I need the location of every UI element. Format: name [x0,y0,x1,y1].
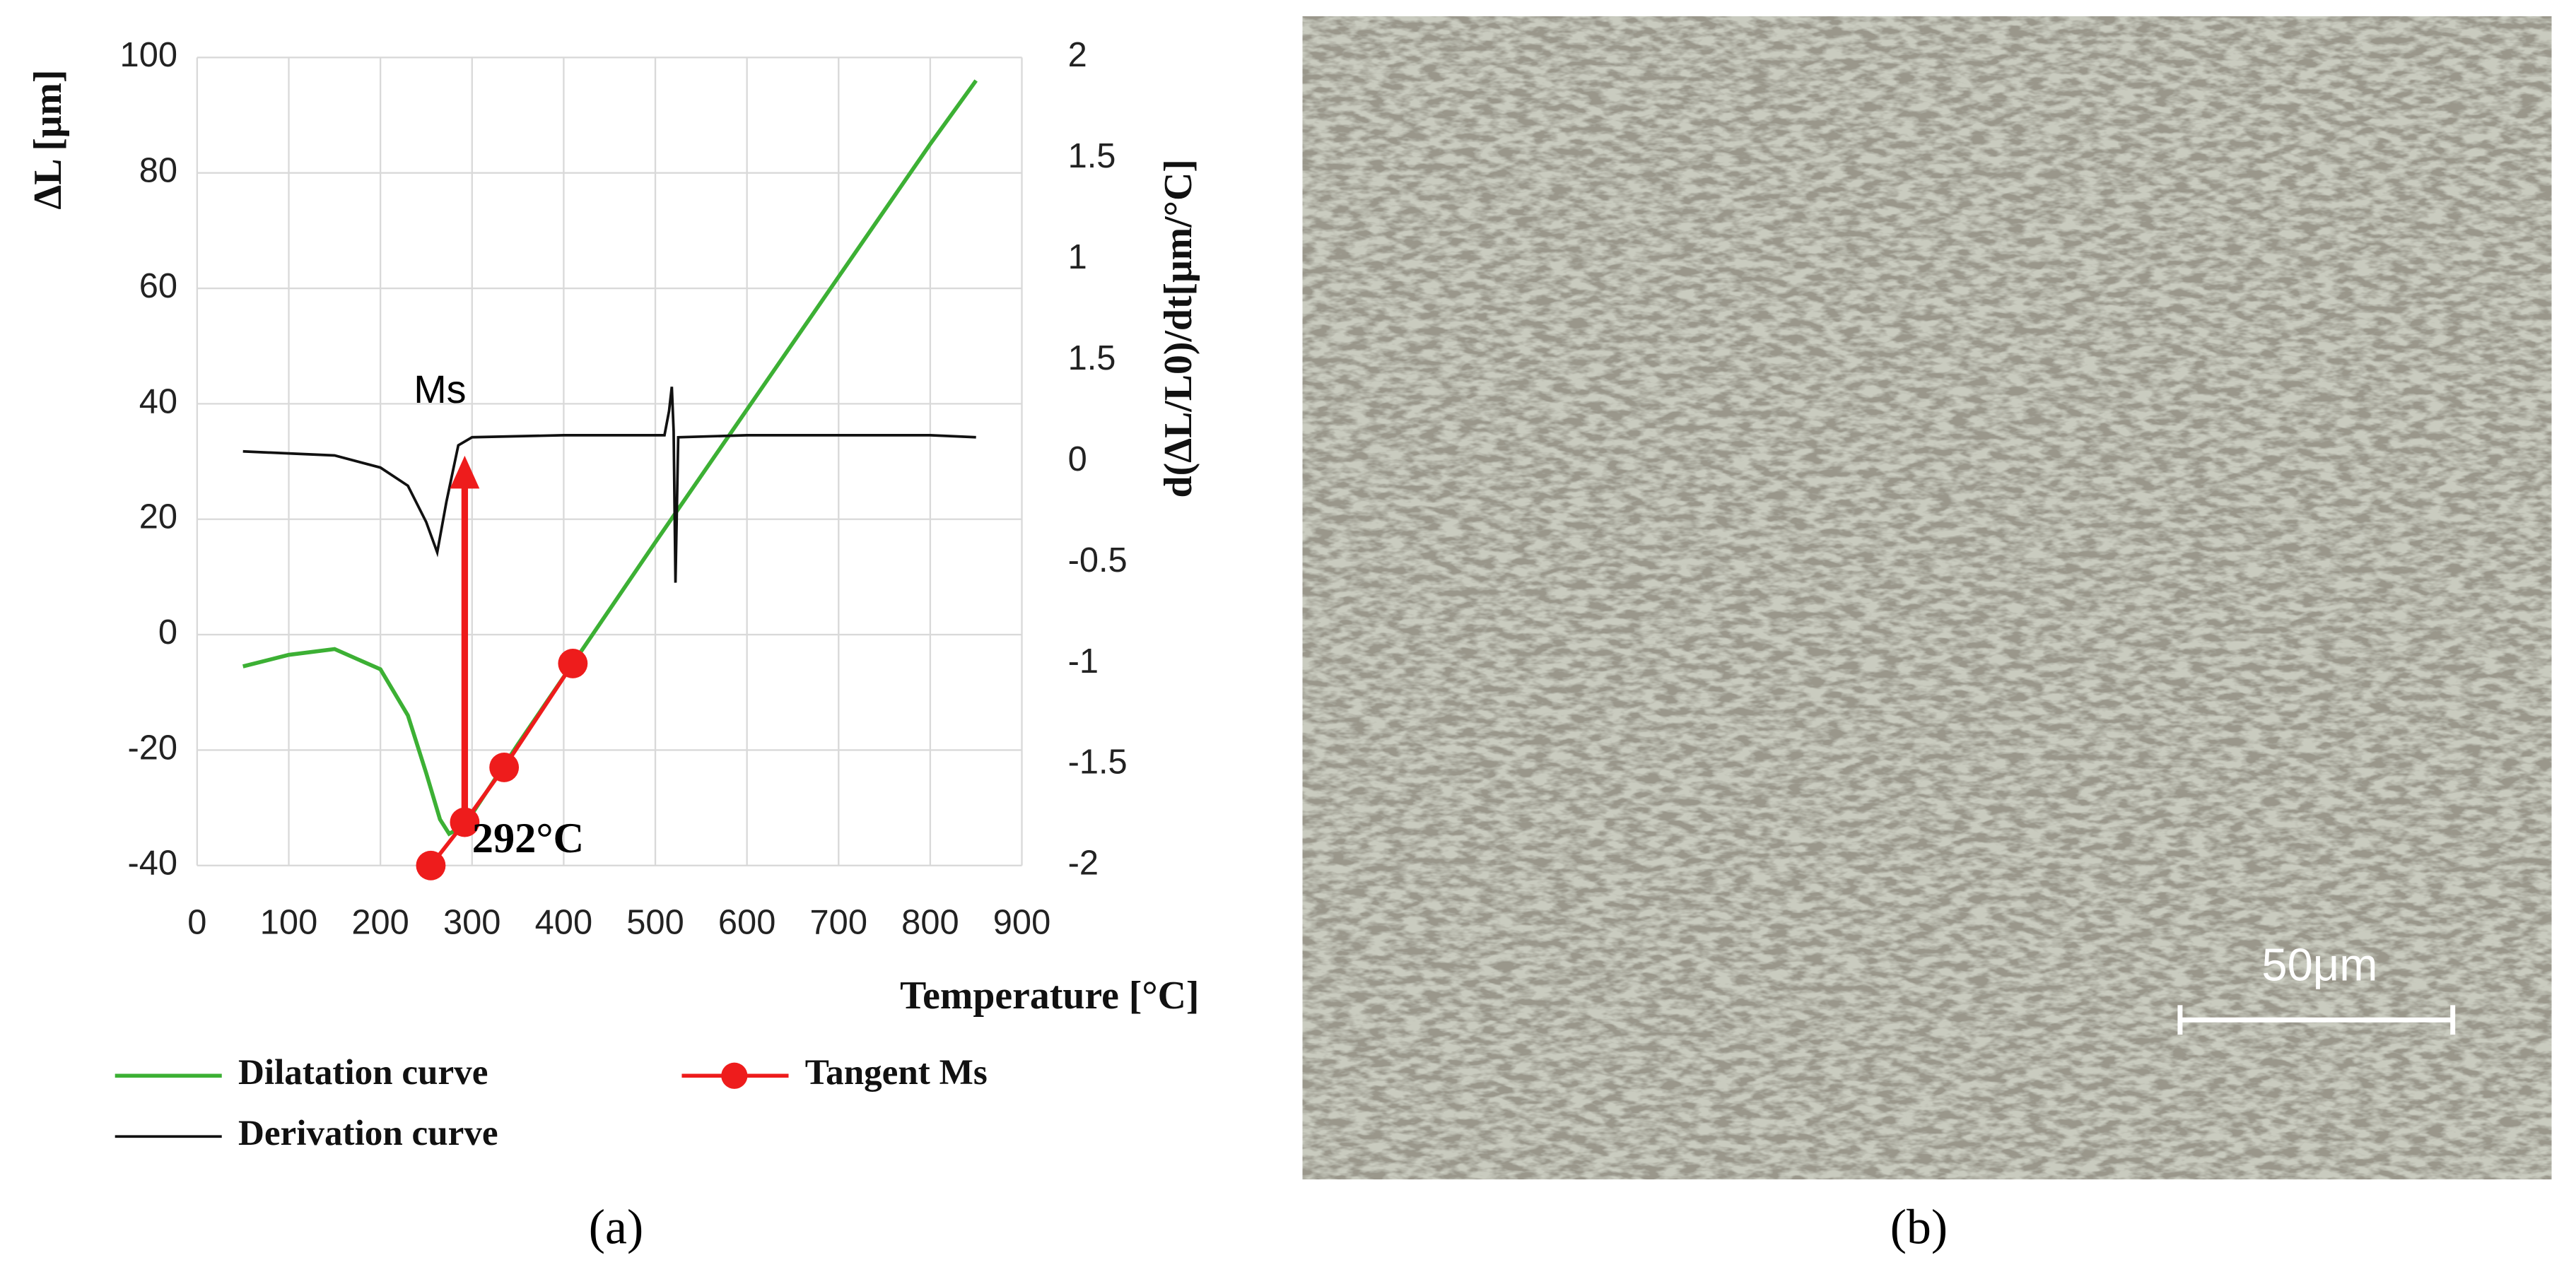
marker [558,649,588,678]
series-line [242,387,976,583]
y2-tick-label: 1.5 [1068,137,1116,175]
x-tick-label: 100 [260,903,317,941]
y-tick-label: 60 [139,267,177,305]
panel-label: (b) [1890,1200,1948,1254]
y-tick-label: 80 [139,152,177,190]
x-tick-label: 800 [901,903,959,941]
y-tick-label: -20 [127,729,177,767]
x-tick-label: 900 [993,903,1050,941]
x-tick-label: 600 [718,903,775,941]
x-tick-label: 300 [443,903,500,941]
scale-bar-label: 50μm [2261,938,2377,990]
y2-tick-label: 1.5 [1068,339,1116,377]
y-tick-label: 0 [158,613,177,652]
legend-label: Tangent Ms [805,1052,988,1093]
x-tick-label: 200 [351,903,409,941]
legend-label: Dilatation curve [238,1052,488,1093]
x-tick-label: 700 [810,903,867,941]
y-tick-label: 40 [139,382,177,420]
y-tick-label: 20 [139,498,177,536]
x-tick-label: 0 [187,903,206,941]
y2-tick-label: 1 [1068,238,1087,276]
y2-tick-label: -2 [1068,844,1099,883]
y2-tick-label: -1.5 [1068,743,1128,782]
y2-axis-title: d(ΔL/L0)/dt[μm/°C] [1157,159,1200,497]
annotation: Ms [414,367,466,411]
marker [416,850,446,881]
x-tick-label: 400 [535,903,592,941]
legend-label: Derivation curve [238,1113,498,1153]
x-tick-label: 500 [626,903,684,941]
y-axis-title: ΔL [μm] [26,69,70,209]
x-axis-title: Temperature [°C] [900,974,1199,1018]
y-tick-label: -40 [127,844,177,883]
y-tick-label: 100 [120,36,177,74]
y2-tick-label: -1 [1068,642,1099,681]
legend-marker [721,1062,748,1089]
y2-tick-label: 0 [1068,440,1087,478]
arrow-head [450,455,480,489]
series-line [242,79,978,837]
annotation: 292°C [472,815,584,862]
series-line [429,662,575,867]
marker [489,753,520,782]
panel-label: (a) [589,1200,643,1254]
y2-tick-label: 2 [1068,36,1087,74]
y2-tick-label: -0.5 [1068,541,1128,579]
micrograph-texture [1302,16,2552,1179]
